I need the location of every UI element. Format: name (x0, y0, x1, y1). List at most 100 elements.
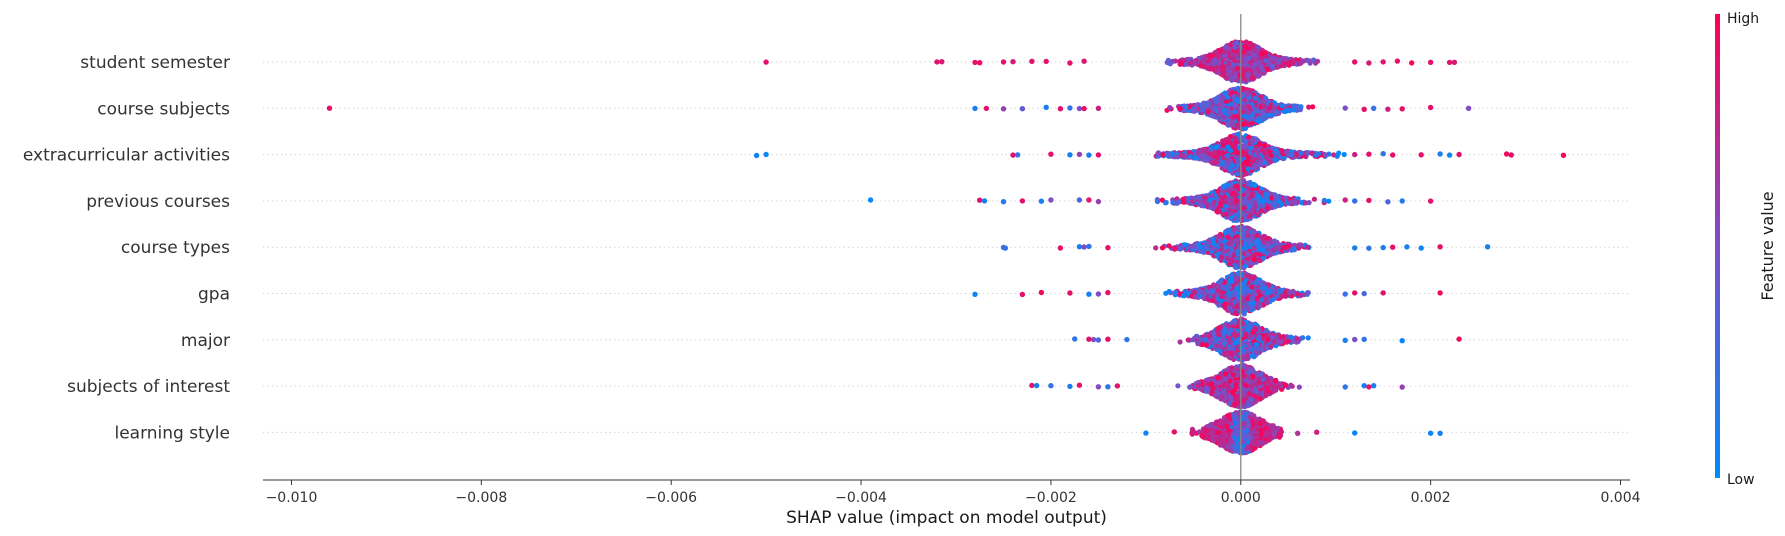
shap-point (1311, 196, 1317, 202)
shap-point (1261, 112, 1267, 118)
shap-point (1243, 58, 1249, 64)
shap-point (1250, 191, 1256, 197)
shap-point (1233, 40, 1240, 46)
shap-point (1244, 90, 1250, 96)
shap-point (1264, 235, 1271, 241)
shap-point (1225, 94, 1231, 100)
shap-point (1246, 55, 1252, 61)
shap-point (1167, 61, 1173, 67)
shap-point (1235, 248, 1241, 255)
shap-point (1213, 49, 1219, 55)
shap-point (1076, 151, 1083, 158)
shap-point (763, 151, 769, 158)
shap-point (1380, 244, 1386, 251)
shap-point (1233, 192, 1239, 198)
data-points (326, 39, 1567, 456)
shap-point (1237, 92, 1243, 98)
shap-point (1067, 60, 1073, 66)
shap-point (1227, 211, 1234, 217)
shap-point (1409, 60, 1415, 66)
shap-point (1240, 177, 1246, 183)
shap-point (1326, 198, 1332, 204)
shap-point (1278, 201, 1284, 208)
shap-point (1192, 107, 1199, 113)
shap-point (1226, 46, 1232, 52)
shap-point (1229, 52, 1235, 58)
shap-point (1209, 113, 1215, 119)
shap-point (1264, 205, 1271, 211)
shap-point (1244, 66, 1250, 73)
shap-point (1309, 150, 1315, 156)
shap-point (934, 59, 940, 65)
feature-label: student semester (80, 53, 230, 73)
shap-point (1399, 198, 1405, 204)
shap-point (1254, 150, 1260, 157)
shap-point (1167, 104, 1173, 111)
shap-point (1246, 104, 1252, 110)
shap-point (1019, 198, 1026, 204)
shap-point (1298, 59, 1304, 65)
shap-point (1189, 199, 1195, 205)
shap-point (1256, 257, 1262, 263)
shap-point (1366, 151, 1372, 157)
shap-point (1272, 201, 1278, 207)
shap-point (1076, 244, 1083, 250)
shap-point (1427, 198, 1434, 204)
shap-point (1244, 229, 1250, 235)
shap-point (1095, 152, 1102, 158)
shap-point (1242, 44, 1248, 50)
shap-point (1159, 245, 1166, 251)
shap-point (1234, 171, 1240, 177)
shap-point (1215, 188, 1221, 194)
shap-point (1212, 149, 1218, 156)
shap-point (1352, 198, 1358, 204)
shap-point (1290, 60, 1296, 66)
shap-point (1232, 136, 1238, 142)
shap-point (1289, 199, 1295, 206)
shap-point (1029, 58, 1035, 64)
feature-label: subjects of interest (67, 377, 230, 397)
shap-point (1227, 157, 1233, 163)
shap-point (1175, 154, 1181, 160)
shap-point (1503, 151, 1510, 157)
shap-point (1086, 243, 1092, 250)
shap-point (1256, 59, 1262, 65)
shap-point (1228, 148, 1234, 154)
shap-point (1234, 65, 1240, 71)
shap-point (1484, 244, 1491, 250)
shap-point (1214, 64, 1220, 70)
shap-point (1220, 63, 1226, 70)
shap-point (1000, 59, 1007, 65)
shap-point (1456, 151, 1462, 158)
shap-point (1230, 204, 1236, 210)
shap-point (1254, 212, 1261, 218)
shap-point (1226, 188, 1232, 194)
shap-point (1202, 148, 1208, 154)
shap-point (1244, 62, 1250, 68)
shap-point (1038, 198, 1045, 204)
shap-point (1287, 108, 1293, 114)
shap-point (1262, 142, 1268, 148)
shap-point (1188, 243, 1194, 250)
shap-point (977, 60, 983, 66)
shap-point (1043, 58, 1049, 65)
shap-point (1252, 164, 1258, 170)
shap-point (1227, 134, 1234, 140)
shap-point (1273, 195, 1279, 201)
shap-point (1225, 109, 1231, 115)
shap-point (1427, 104, 1434, 111)
shap-point (1390, 152, 1396, 158)
feature-label: course types (121, 238, 230, 258)
shap-point (1225, 152, 1231, 158)
shap-point (1243, 259, 1249, 265)
shap-point (1232, 226, 1238, 232)
shap-point (1385, 106, 1391, 112)
shap-point (1228, 241, 1234, 247)
shap-point (1243, 144, 1249, 150)
shap-point (1276, 59, 1282, 65)
shap-point (977, 197, 983, 203)
shap-point (1216, 208, 1222, 215)
shap-point (1258, 63, 1264, 69)
